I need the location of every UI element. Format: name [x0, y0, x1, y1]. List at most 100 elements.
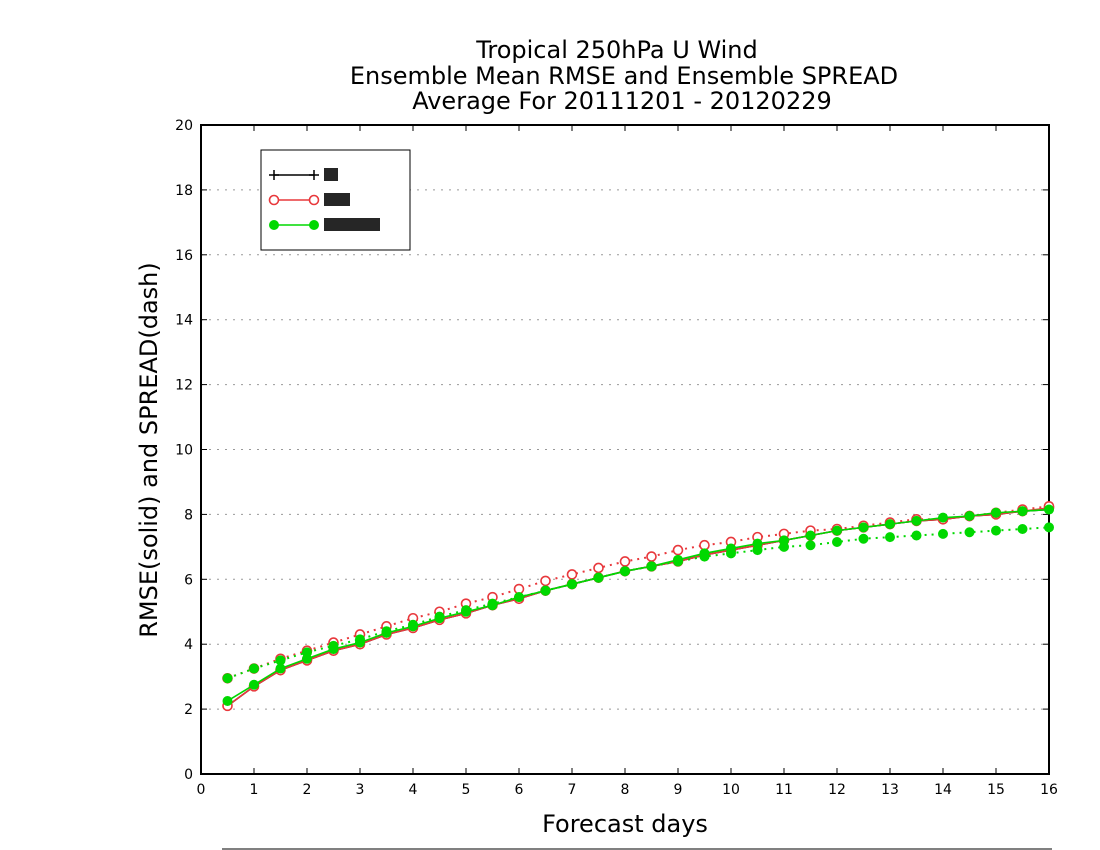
series-4-point-5 [355, 634, 365, 645]
series-3-point-24 [858, 522, 869, 533]
series-1-line [227, 507, 1050, 707]
series-3-point-30 [1017, 506, 1028, 517]
legend-label-0 [324, 168, 338, 181]
series-2-point-12 [540, 575, 551, 587]
x-tick-label-0: 0 [197, 782, 206, 798]
chart-title: Tropical 250hPa U Wind Ensemble Mean RMS… [350, 36, 898, 115]
legend-items [268, 168, 380, 231]
series-1-rmse [222, 502, 1055, 712]
y-tick-label-9: 18 [175, 183, 193, 199]
x-axis-ticks: 0 1 2 3 4 5 6 7 8 9 10 11 12 13 14 15 16 [197, 125, 1058, 798]
x-tick-label-16: 16 [1040, 782, 1058, 798]
legend-marker-left-0 [269, 170, 279, 180]
series-2-point-15 [619, 556, 631, 567]
legend-marker-right-0 [309, 170, 319, 180]
legend-marker-right-1 [308, 194, 320, 206]
x-axis-label: Forecast days [542, 810, 708, 838]
series-4-point-20 [752, 545, 763, 556]
series-3-point-28 [964, 511, 975, 522]
x-tick-label-5: 5 [462, 782, 471, 798]
series-3-line [227, 508, 1050, 702]
series-3-point-1 [249, 679, 259, 690]
legend-marker-right-2 [309, 220, 319, 230]
series-4-point-1 [249, 663, 259, 674]
series-4-point-6 [381, 626, 392, 637]
series-4-point-21 [779, 541, 789, 552]
series-4-point-24 [858, 533, 869, 544]
series-4-point-4 [328, 640, 339, 651]
y-tick-label-2: 4 [184, 637, 193, 653]
series-0-rmse [222, 504, 1054, 711]
series-4-point-23 [832, 536, 842, 547]
series-4-point-2 [275, 655, 286, 666]
series-2-point-17 [672, 544, 684, 556]
gridlines [201, 189, 1049, 710]
series-4-point-9 [461, 605, 471, 616]
x-tick-label-6: 6 [515, 782, 524, 798]
series-3-point-29 [991, 507, 1001, 518]
y-tick-label-0: 0 [184, 767, 193, 783]
y-tick-label-8: 16 [175, 248, 193, 264]
x-tick-label-12: 12 [828, 782, 846, 798]
series-4-point-11 [514, 592, 524, 603]
series-0-line [227, 508, 1050, 707]
y-axis-label: RMSE(solid) and SPREAD(dash) [135, 262, 163, 638]
x-tick-label-7: 7 [568, 782, 577, 798]
series-3-point-26 [911, 515, 922, 526]
legend-marker-left-2 [269, 220, 279, 230]
series-3-rmse [222, 504, 1054, 706]
x-tick-label-13: 13 [881, 782, 899, 798]
series-3-point-31 [1044, 504, 1054, 515]
series-4-point-17 [673, 556, 683, 567]
title-line-3: Average For 20111201 - 20120229 [412, 87, 832, 115]
x-tick-label-10: 10 [722, 782, 740, 798]
y-tick-label-5: 10 [175, 443, 193, 459]
series-4-point-18 [699, 551, 710, 562]
title-line-2: Ensemble Mean RMSE and Ensemble SPREAD [350, 62, 898, 90]
series-2-point-13 [566, 569, 578, 580]
series-3-point-23 [832, 525, 842, 536]
x-tick-label-2: 2 [303, 782, 312, 798]
series-3-point-27 [938, 512, 948, 523]
series-4-point-31 [1044, 522, 1054, 533]
y-tick-label-6: 12 [175, 378, 193, 394]
series-4-point-29 [991, 525, 1001, 536]
y-tick-label-10: 20 [175, 118, 193, 134]
legend-label-1 [324, 193, 350, 206]
series-4-point-28 [964, 527, 975, 538]
series-4-point-14 [593, 572, 604, 583]
x-tick-label-4: 4 [409, 782, 418, 798]
series-2-line [227, 505, 1050, 680]
x-tick-label-11: 11 [775, 782, 793, 798]
legend-label-2 [324, 218, 380, 231]
series-4-point-3 [302, 647, 312, 658]
x-tick-label-15: 15 [987, 782, 1005, 798]
legend [260, 149, 411, 251]
series-3-point-0 [222, 695, 233, 706]
y-tick-label-7: 14 [175, 313, 193, 329]
series-4-point-30 [1017, 524, 1028, 535]
series-4-point-13 [567, 579, 577, 590]
x-tick-label-1: 1 [250, 782, 259, 798]
series-2-spread [222, 500, 1055, 684]
series-4-point-0 [222, 673, 233, 684]
series-4-point-22 [805, 540, 816, 551]
series-4-point-25 [885, 532, 895, 543]
series-group [222, 500, 1055, 712]
series-4-point-27 [938, 528, 948, 539]
series-4-spread [222, 522, 1054, 684]
series-4-point-10 [487, 598, 498, 609]
title-line-1: Tropical 250hPa U Wind [475, 36, 758, 64]
series-3-point-25 [885, 519, 895, 530]
series-4-point-8 [434, 611, 445, 622]
series-4-point-26 [911, 530, 922, 541]
y-tick-label-4: 8 [184, 507, 193, 523]
y-tick-label-1: 2 [184, 702, 193, 718]
series-4-point-12 [540, 585, 551, 596]
y-axis-ticks: 0 2 4 6 8 10 12 14 16 18 20 [175, 118, 1049, 783]
legend-marker-left-1 [268, 194, 280, 206]
x-tick-label-9: 9 [674, 782, 683, 798]
x-tick-label-3: 3 [356, 782, 365, 798]
series-4-point-15 [620, 566, 630, 577]
